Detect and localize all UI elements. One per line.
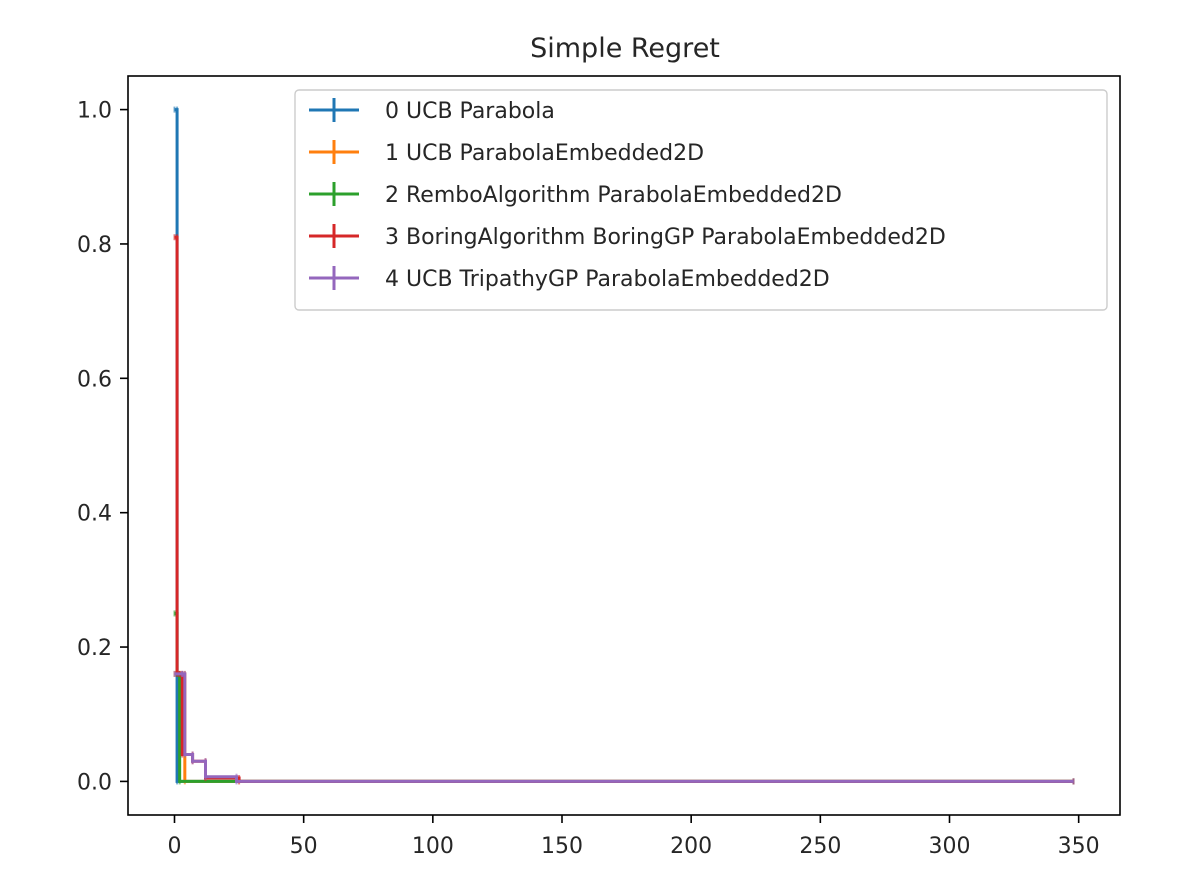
x-tick-label-5: 250 [799,834,841,859]
x-tick-label-1: 50 [290,834,318,859]
y-tick-label-4: 0.8 [77,233,112,258]
plot-frame [127,75,1121,816]
y-tick-label-3: 0.6 [77,367,112,392]
legend-label-3: 3 BoringAlgorithm BoringGP ParabolaEmbed… [385,225,946,250]
legend-label-0: 0 UCB Parabola [385,99,555,124]
x-tick-label-6: 300 [929,834,971,859]
y-tick-label-2: 0.4 [77,502,112,527]
x-tick-label-7: 350 [1058,834,1100,859]
legend-box [294,89,1108,311]
series-layer [173,106,1075,785]
legend-label-2: 2 RemboAlgorithm ParabolaEmbedded2D [385,183,842,208]
y-tick-label-5: 1.0 [77,99,112,124]
chart-title: Simple Regret [530,33,720,64]
x-tick-label-0: 0 [168,834,182,859]
y-tick-label-1: 0.2 [77,636,112,661]
x-tick-label-2: 100 [412,834,454,859]
legend-label-4: 4 UCB TripathyGP ParabolaEmbedded2D [385,267,830,292]
x-tick-label-3: 150 [541,834,583,859]
legend: 0 UCB Parabola 1 UCB ParabolaEmbedded2D 2 … [294,89,1108,311]
y-tick-label-0: 0.0 [77,770,112,795]
legend-label-1: 1 UCB ParabolaEmbedded2D [385,141,704,166]
x-tick-label-4: 200 [670,834,712,859]
axes-layer: 0 50 100 150 200 250 300 350 0.0 0.2 0.4 0.6 0.8 1.0 [77,75,1121,859]
